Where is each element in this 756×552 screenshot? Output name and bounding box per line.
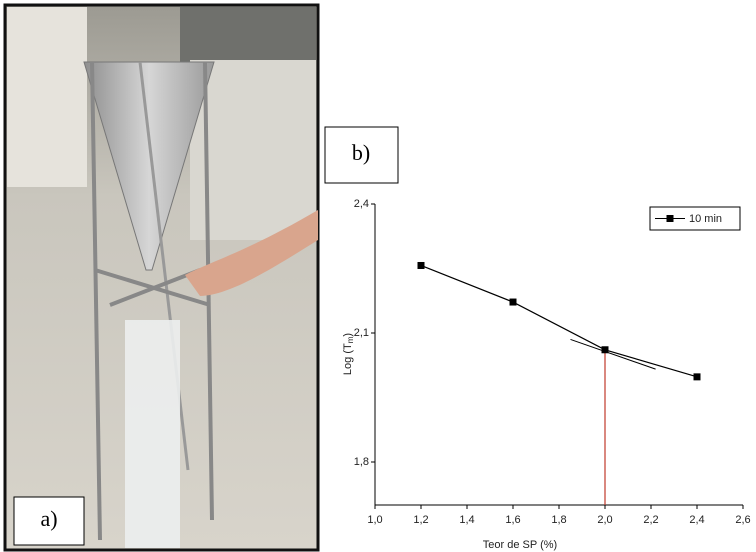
y-tick-label: 2,1 <box>354 327 369 339</box>
legend-label: 10 min <box>689 213 722 225</box>
legend-box <box>649 206 741 231</box>
panel-label-box <box>13 496 85 546</box>
window <box>180 7 316 67</box>
x-tick-label: 1,4 <box>459 514 474 526</box>
panel-label: a) <box>40 506 57 531</box>
legend-marker <box>666 215 674 222</box>
counter <box>190 60 316 240</box>
fit-line <box>570 338 656 370</box>
x-tick-label: 2,6 <box>735 514 750 526</box>
series-line <box>420 264 698 378</box>
y-label-sub: m <box>346 336 355 343</box>
stand-leg <box>90 61 102 541</box>
x-tick-label: 2,2 <box>643 514 658 526</box>
photo <box>3 3 320 552</box>
x-axis-label: Teor de SP (%) <box>483 539 557 551</box>
panel-label: b) <box>352 140 370 165</box>
y-label-main: Log (T <box>342 343 354 375</box>
point-marker <box>601 346 609 354</box>
y-tick-label: 1,8 <box>354 456 369 468</box>
x-tick-label: 2,4 <box>689 514 704 526</box>
y-label-close: ) <box>342 333 354 337</box>
x-tick-label: 1,2 <box>413 514 428 526</box>
x-tick-label: 1,6 <box>505 514 520 526</box>
cylinder <box>125 320 180 548</box>
y-tick-label: 2,4 <box>354 198 369 210</box>
funnel <box>83 61 215 271</box>
x-tick-label: 1,8 <box>551 514 566 526</box>
x-tick-label: 2,0 <box>597 514 612 526</box>
arm <box>185 210 318 296</box>
point-marker <box>509 298 517 306</box>
point-marker <box>693 373 701 381</box>
panel-label-box <box>324 126 399 184</box>
point-marker <box>417 261 425 269</box>
y-axis-label: Log (Tm) <box>342 333 355 375</box>
wall-left <box>7 7 87 187</box>
stand-bar <box>109 268 201 307</box>
x-tick-label: 1,0 <box>367 514 382 526</box>
chart: 1,0 1,2 1,4 1,6 1,8 2,0 2,2 2,4 2,6 1,8 2,1 2,4 Teor… <box>342 198 751 551</box>
